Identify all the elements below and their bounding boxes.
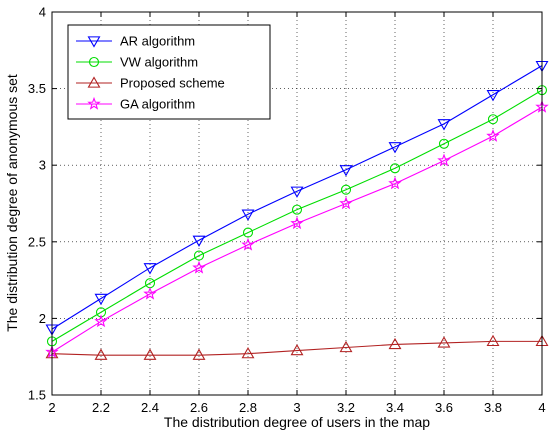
legend-entry: VW algorithm [76,55,198,70]
data-point [290,343,304,356]
data-point [388,176,402,190]
x-axis-title: The distribution degree of users in the … [164,414,430,430]
data-point [437,153,451,167]
x-tick-label: 2.4 [141,400,159,415]
data-point [486,90,500,102]
y-tick-label: 1.5 [28,388,46,403]
data-point [438,138,450,149]
series-line [51,106,543,353]
y-tick-label: 3.5 [28,81,46,96]
series-line [51,89,543,342]
data-point [339,165,353,177]
x-tick-label: 2.6 [190,400,208,415]
legend-label: VW algorithm [120,55,198,70]
data-point [290,186,304,198]
data-point [388,337,402,350]
x-tick-label: 3 [293,400,300,415]
series-2 [46,85,548,347]
y-tick-label: 3 [39,158,46,173]
y-tick-label: 2 [39,311,46,326]
x-tick-label: 4 [538,400,545,415]
data-point [192,348,206,360]
legend-marker [87,36,101,48]
series-layer [45,60,549,360]
data-point [143,286,157,300]
y-tick-label: 2.5 [28,234,46,249]
series-line [51,340,542,356]
axis-ticks: 2 2.2 2.4 2.6 2.8 3 3.2 3.4 3.6 3.8 41.522.533.54 [28,5,546,416]
legend: AR algorithm VW algorithm Proposed scheme G… [67,24,271,120]
legend-marker [88,56,100,68]
data-point [192,235,206,247]
data-point [242,227,254,238]
data-point [388,142,402,154]
legend-entry: GA algorithm [76,97,195,112]
data-point [291,204,303,215]
data-point [486,334,500,347]
data-point [94,348,108,360]
data-point [143,263,157,275]
data-point [143,348,157,360]
data-point [437,336,451,348]
series-line [51,65,543,330]
legend-label: AR algorithm [120,34,195,49]
data-point [486,129,500,142]
legend-label: GA algorithm [120,97,195,112]
data-point [487,114,499,125]
x-tick-label: 3.6 [435,400,453,415]
data-point [339,196,353,210]
x-tick-label: 2.2 [92,400,110,415]
y-axis-title: The distribution degree of anonymous set [4,74,20,332]
legend-marker [87,96,101,110]
data-point [241,347,255,359]
data-point [94,314,108,328]
grid [52,12,542,395]
legend-label: Proposed scheme [120,76,225,91]
data-point [241,237,255,251]
data-point [437,119,451,131]
series-1 [45,60,549,336]
x-tick-label: 3.2 [337,400,355,415]
legend-marker [87,76,101,88]
x-tick-label: 3.8 [484,400,502,415]
data-point [290,216,304,230]
legend-entry: AR algorithm [76,34,195,49]
data-point [192,260,206,274]
data-point [94,293,108,306]
x-tick-label: 2.8 [239,400,257,415]
data-point [389,163,401,174]
data-point [241,209,255,221]
series-3 [45,334,549,360]
x-tick-label: 2 [48,400,55,415]
data-point [339,340,353,353]
data-point [193,250,205,261]
data-point [340,184,352,195]
y-tick-label: 4 [39,5,46,20]
legend-entry: Proposed scheme [76,76,225,91]
x-tick-label: 3.4 [386,400,404,415]
